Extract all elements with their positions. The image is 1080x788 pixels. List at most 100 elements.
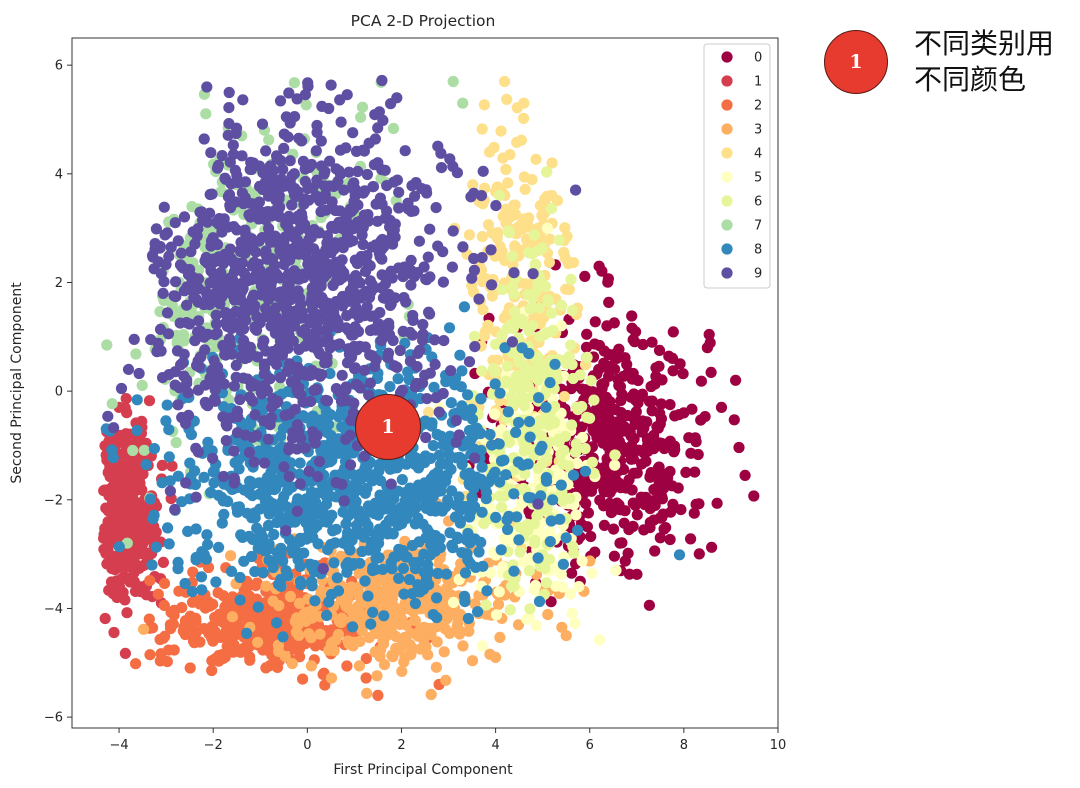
point — [283, 471, 295, 483]
point — [259, 457, 271, 469]
point — [647, 469, 659, 482]
point — [236, 284, 249, 296]
point — [293, 343, 305, 356]
point — [344, 429, 356, 441]
point — [555, 479, 567, 491]
point — [450, 414, 462, 427]
point — [325, 79, 337, 91]
point — [445, 365, 457, 377]
point — [267, 561, 279, 574]
point — [289, 516, 301, 528]
point — [430, 392, 442, 404]
point — [162, 522, 174, 534]
point — [419, 369, 431, 381]
point — [393, 543, 405, 555]
point — [570, 438, 582, 450]
point — [158, 599, 170, 612]
point — [432, 240, 444, 252]
point — [567, 469, 580, 481]
point — [645, 380, 657, 393]
point — [311, 126, 323, 138]
point — [294, 532, 306, 544]
point — [609, 404, 621, 416]
point — [340, 518, 352, 530]
point — [451, 531, 463, 543]
point — [147, 622, 159, 634]
x-tick-label: −2 — [204, 738, 223, 753]
point — [313, 456, 326, 468]
point — [244, 391, 256, 403]
point — [244, 301, 256, 313]
y-axis-title: Second Principal Component — [9, 282, 25, 484]
point — [533, 392, 545, 404]
point — [245, 476, 257, 488]
point — [156, 459, 168, 471]
point — [501, 360, 513, 372]
point — [284, 309, 296, 322]
point — [685, 447, 697, 459]
point — [672, 482, 684, 494]
point — [655, 398, 667, 410]
point — [509, 199, 521, 211]
point — [519, 183, 531, 195]
point — [400, 296, 412, 308]
point — [473, 546, 485, 558]
point — [128, 333, 140, 345]
point — [228, 445, 240, 457]
point — [476, 506, 488, 518]
x-tick-label: 8 — [680, 738, 688, 753]
point — [245, 274, 257, 286]
point — [305, 396, 317, 408]
point — [274, 372, 287, 384]
point — [686, 403, 698, 415]
point — [489, 408, 501, 420]
point — [576, 555, 588, 567]
legend-marker — [721, 267, 733, 279]
point — [206, 188, 218, 200]
point — [120, 393, 132, 405]
point — [157, 287, 169, 299]
point — [629, 336, 641, 348]
point — [522, 491, 535, 504]
point — [307, 531, 319, 544]
point — [537, 242, 549, 254]
point — [590, 404, 602, 416]
point — [130, 470, 142, 482]
point — [432, 567, 444, 580]
point — [243, 209, 255, 221]
point — [328, 557, 340, 569]
point — [393, 186, 405, 198]
point — [398, 267, 410, 279]
point — [440, 376, 452, 388]
point — [591, 427, 603, 439]
point — [489, 366, 501, 378]
point — [435, 162, 448, 174]
point — [248, 456, 260, 468]
point — [319, 180, 331, 192]
point — [557, 458, 569, 470]
point — [424, 549, 436, 561]
point — [231, 122, 243, 134]
point — [512, 221, 524, 233]
point — [695, 375, 708, 387]
point — [638, 524, 650, 536]
point — [327, 525, 339, 537]
point — [371, 670, 383, 682]
point — [399, 651, 411, 663]
point — [286, 170, 298, 182]
point — [616, 440, 628, 453]
point — [523, 416, 536, 428]
point — [567, 541, 579, 553]
point — [430, 621, 442, 633]
point — [484, 146, 496, 158]
point — [545, 515, 557, 527]
point — [515, 313, 528, 325]
point — [546, 307, 558, 319]
point — [593, 260, 605, 272]
legend-marker — [721, 75, 733, 87]
point — [490, 338, 502, 350]
point — [130, 348, 142, 360]
point — [646, 431, 658, 444]
